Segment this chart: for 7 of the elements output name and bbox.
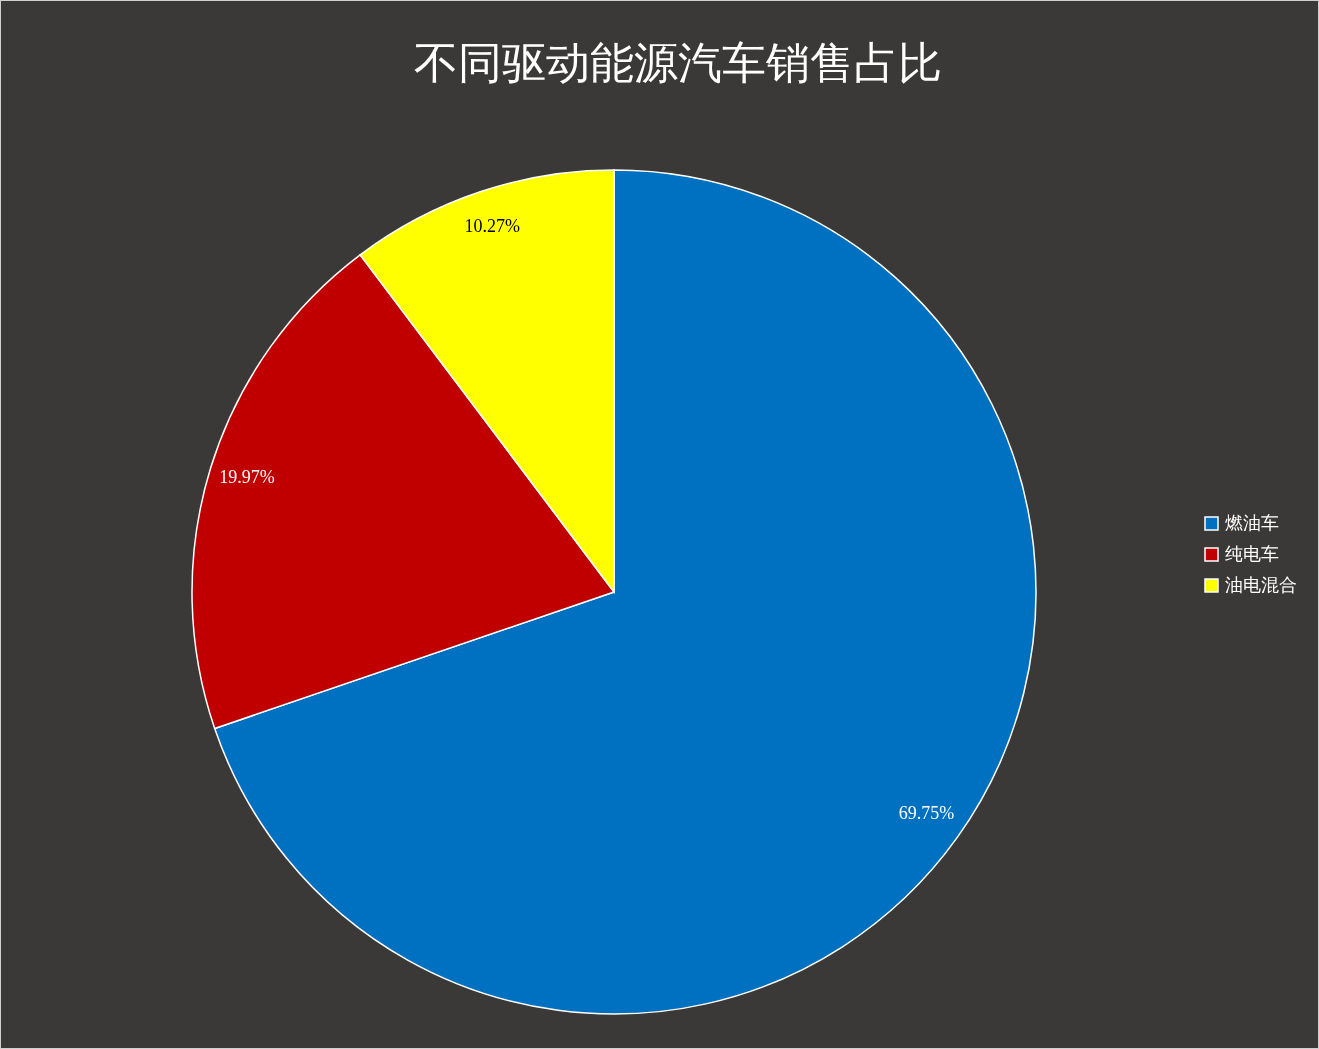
data-label: 10.27%: [464, 215, 520, 236]
legend-label: 燃油车: [1225, 512, 1279, 533]
data-label: 69.75%: [898, 803, 955, 824]
legend-label: 油电混合: [1225, 574, 1297, 595]
chart-title: 不同驱动能源汽车销售占比: [414, 37, 942, 88]
data-label: 19.97%: [219, 467, 275, 488]
legend-label: 纯电车: [1225, 543, 1279, 564]
